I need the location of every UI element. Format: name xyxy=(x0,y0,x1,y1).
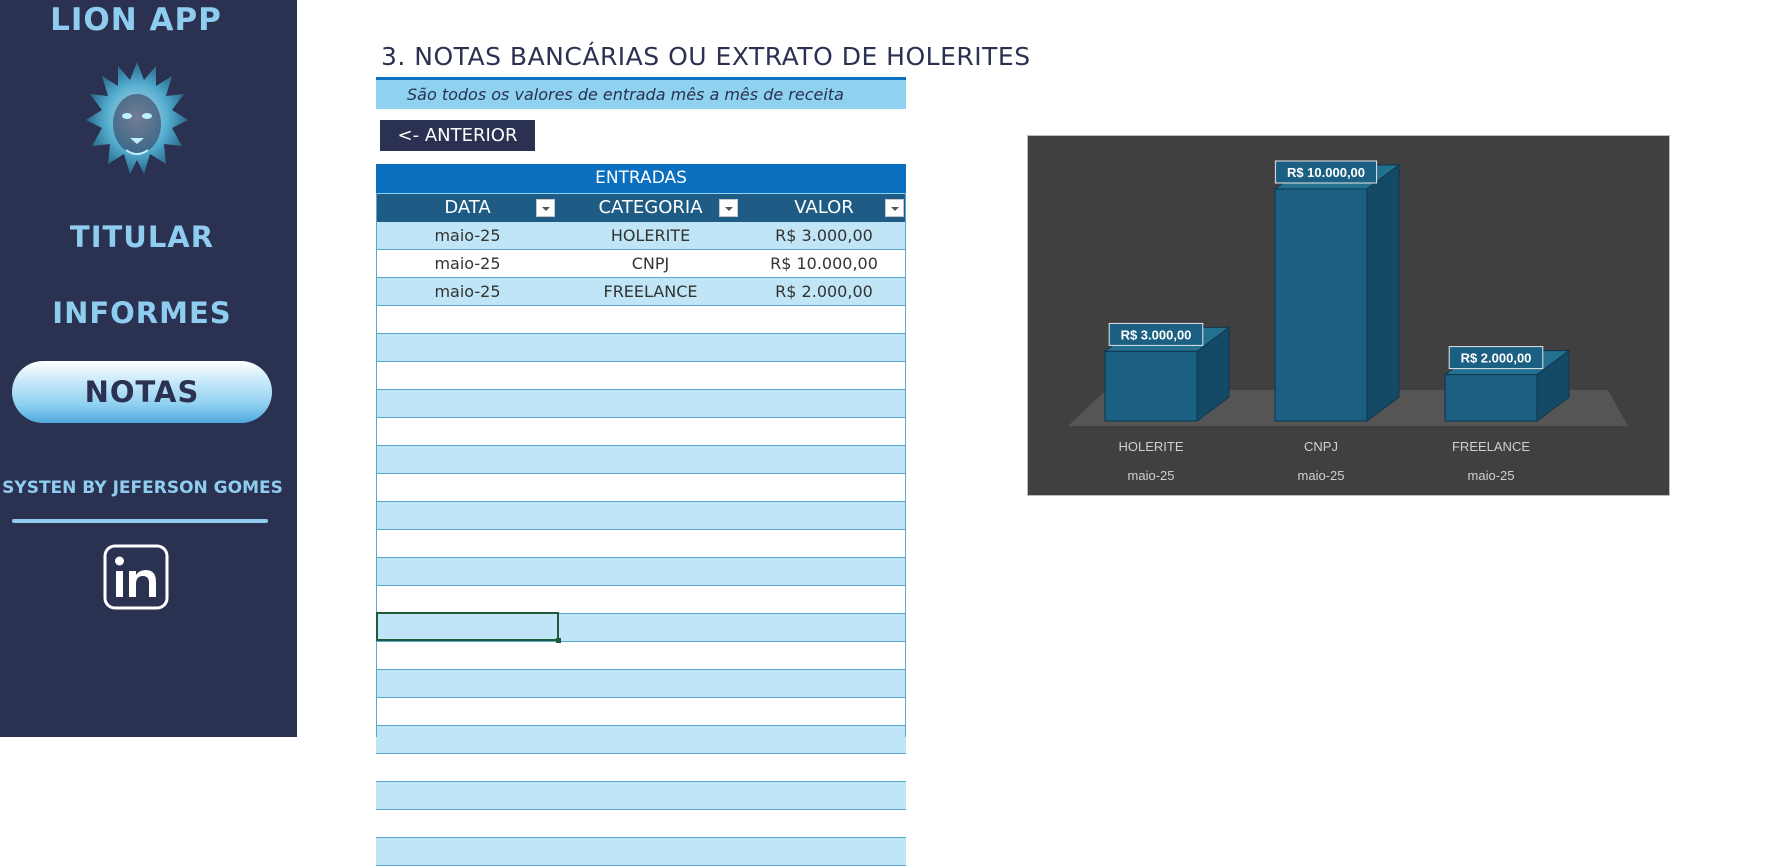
empty-table-row[interactable] xyxy=(376,782,906,810)
cell-data[interactable]: maio-25 xyxy=(434,226,501,245)
income-chart-svg: R$ 3.000,00 HOLERITE maio-25 R$ 10.000,00 CN… xyxy=(1068,160,1628,483)
cell-categoria[interactable]: FREELANCE xyxy=(603,282,698,301)
app-title: LION APP xyxy=(50,2,222,38)
page-title: 3. NOTAS BANCÁRIAS OU EXTRATO DE HOLERIT… xyxy=(381,42,1031,71)
table-header: DATA CATEGORIA VALOR xyxy=(376,193,906,222)
nav-notas[interactable]: NOTAS xyxy=(12,361,272,423)
empty-table-row[interactable] xyxy=(376,586,906,614)
linkedin-icon[interactable] xyxy=(103,544,169,610)
cell-valor[interactable]: R$ 3.000,00 xyxy=(775,226,873,245)
cell-valor[interactable]: R$ 10.000,00 xyxy=(770,254,878,273)
empty-table-row[interactable] xyxy=(376,306,906,334)
empty-table-row[interactable] xyxy=(376,362,906,390)
empty-table-row[interactable] xyxy=(376,474,906,502)
column-header-categoria: CATEGORIA xyxy=(559,194,742,222)
filter-dropdown-icon[interactable] xyxy=(885,199,904,217)
sidebar: LION APP TITULAR INFORMES NOTAS SYSTEN B… xyxy=(0,0,297,737)
cell-categoria[interactable]: HOLERITE xyxy=(610,226,691,245)
empty-table-row[interactable] xyxy=(376,418,906,446)
x-tick-label: CNPJ xyxy=(1304,439,1338,454)
empty-table-row[interactable] xyxy=(376,558,906,586)
x-tick-sublabel: maio-25 xyxy=(1128,468,1175,483)
filter-dropdown-icon[interactable] xyxy=(719,199,738,217)
table-row[interactable]: maio-25 FREELANCE R$ 2.000,00 xyxy=(376,278,906,306)
x-tick-sublabel: maio-25 xyxy=(1468,468,1515,483)
nav-titular[interactable]: TITULAR xyxy=(69,220,215,254)
column-header-valor: VALOR xyxy=(742,194,906,222)
selected-cell[interactable] xyxy=(376,612,561,643)
column-header-label: VALOR xyxy=(794,197,854,218)
bar xyxy=(1104,350,1198,422)
subtitle-text: São todos os valores de entrada mês a mê… xyxy=(407,85,844,104)
entries-table: ENTRADAS DATA CATEGORIA VALOR maio-25 HO… xyxy=(376,164,906,866)
column-header-label: CATEGORIA xyxy=(598,197,703,218)
data-label: R$ 10.000,00 xyxy=(1287,165,1365,180)
data-label: R$ 2.000,00 xyxy=(1461,351,1532,366)
empty-rows xyxy=(376,306,906,866)
column-header-label: DATA xyxy=(444,197,491,218)
empty-table-row[interactable] xyxy=(376,390,906,418)
bar-side xyxy=(1366,164,1400,422)
cell-data[interactable]: maio-25 xyxy=(434,282,501,301)
empty-table-row[interactable] xyxy=(376,446,906,474)
x-tick-label: FREELANCE xyxy=(1452,439,1530,454)
title-underline xyxy=(376,77,906,80)
cell-valor[interactable]: R$ 2.000,00 xyxy=(775,282,873,301)
empty-table-row[interactable] xyxy=(376,810,906,838)
empty-table-row[interactable] xyxy=(376,838,906,866)
empty-table-row[interactable] xyxy=(376,754,906,782)
table-row[interactable]: maio-25 CNPJ R$ 10.000,00 xyxy=(376,250,906,278)
bar xyxy=(1274,188,1368,422)
subtitle-banner: São todos os valores de entrada mês a mê… xyxy=(376,80,906,109)
table-caption: ENTRADAS xyxy=(376,164,906,193)
cell-data[interactable]: maio-25 xyxy=(434,254,501,273)
table-row[interactable]: maio-25 HOLERITE R$ 3.000,00 xyxy=(376,222,906,250)
cell-categoria[interactable]: CNPJ xyxy=(631,254,670,273)
data-label-box xyxy=(1108,322,1204,346)
empty-table-row[interactable] xyxy=(376,334,906,362)
column-header-data: DATA xyxy=(376,194,559,222)
x-tick-sublabel: maio-25 xyxy=(1298,468,1345,483)
filter-dropdown-icon[interactable] xyxy=(536,199,555,217)
lion-logo-icon xyxy=(86,62,188,174)
divider xyxy=(12,519,268,523)
nav-informes[interactable]: INFORMES xyxy=(52,296,232,330)
empty-table-row[interactable] xyxy=(376,670,906,698)
empty-table-row[interactable] xyxy=(376,698,906,726)
credit-text: SYSTEN BY JEFERSON GOMES xyxy=(2,478,283,498)
empty-table-row[interactable] xyxy=(376,642,906,670)
back-button[interactable]: <- ANTERIOR xyxy=(380,120,535,151)
empty-table-row[interactable] xyxy=(376,530,906,558)
data-label-box xyxy=(1448,346,1544,370)
data-label-box xyxy=(1274,160,1378,184)
empty-table-row[interactable] xyxy=(376,614,906,642)
data-label: R$ 3.000,00 xyxy=(1121,327,1192,342)
income-chart: R$ 3.000,00 HOLERITE maio-25 R$ 10.000,00 CN… xyxy=(1027,135,1670,496)
bar xyxy=(1444,374,1538,422)
empty-table-row[interactable] xyxy=(376,726,906,754)
x-tick-label: HOLERITE xyxy=(1118,439,1183,454)
empty-table-row[interactable] xyxy=(376,502,906,530)
